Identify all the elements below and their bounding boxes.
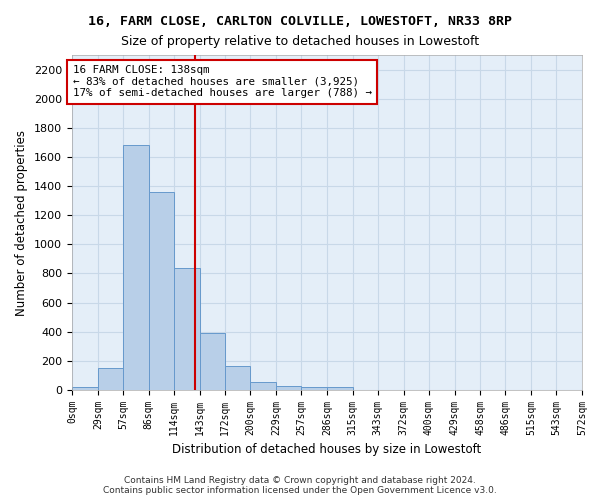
Bar [98, 368, 123, 390]
Bar [149, 192, 173, 390]
X-axis label: Distribution of detached houses by size in Lowestoft: Distribution of detached houses by size … [172, 444, 482, 456]
Y-axis label: Number of detached properties: Number of detached properties [16, 130, 28, 316]
Bar [327, 387, 353, 390]
Bar [199, 333, 226, 390]
Text: 16, FARM CLOSE, CARLTON COLVILLE, LOWESTOFT, NR33 8RP: 16, FARM CLOSE, CARLTON COLVILLE, LOWEST… [88, 15, 512, 28]
Text: 16 FARM CLOSE: 138sqm
← 83% of detached houses are smaller (3,925)
17% of semi-d: 16 FARM CLOSE: 138sqm ← 83% of detached … [73, 65, 372, 98]
Bar [276, 386, 301, 390]
Bar [301, 387, 327, 390]
Text: Contains HM Land Registry data © Crown copyright and database right 2024.
Contai: Contains HM Land Registry data © Crown c… [103, 476, 497, 495]
Text: Size of property relative to detached houses in Lowestoft: Size of property relative to detached ho… [121, 35, 479, 48]
Bar [173, 268, 199, 390]
Bar [72, 387, 98, 390]
Bar [226, 366, 250, 390]
Bar [123, 146, 149, 390]
Bar [250, 382, 276, 390]
